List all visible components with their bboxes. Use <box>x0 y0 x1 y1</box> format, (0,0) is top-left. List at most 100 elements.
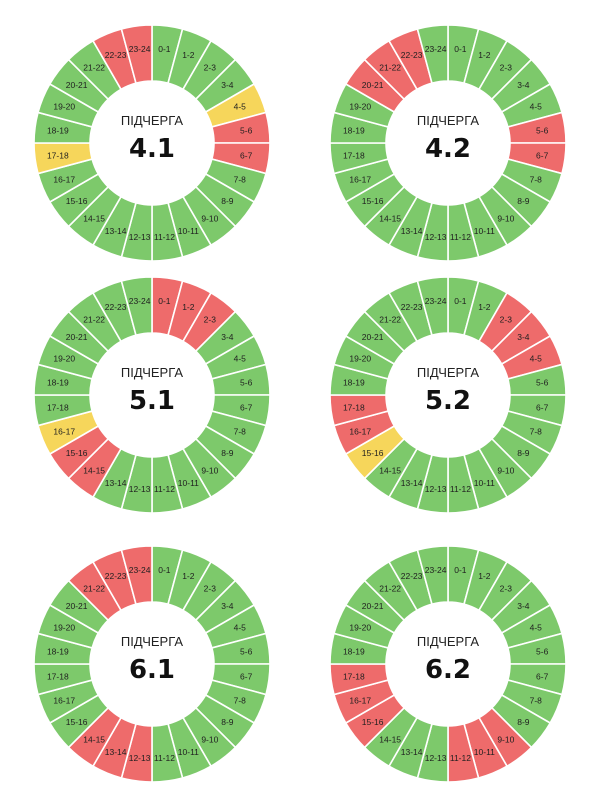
queue-number: 6.1 <box>129 655 175 685</box>
hour-label: 20-21 <box>66 80 88 90</box>
donut-chart-5-2: 0-1 1-2 2-3 3-4 4-5 5-6 6-7 7-8 8-99-1010-1111-1… <box>329 276 567 514</box>
hour-label: 10-11 <box>474 226 495 236</box>
center-title: ПІДЧЕРГА <box>417 113 479 128</box>
hour-label: 19-20 <box>53 623 75 633</box>
hour-label: 21-22 <box>83 315 105 325</box>
hour-label: 20-21 <box>362 332 384 342</box>
hour-label: 19-20 <box>349 102 371 112</box>
hour-segment <box>120 545 153 606</box>
hour-segment <box>416 276 449 337</box>
hour-label: 2-3 <box>204 315 217 325</box>
hour-label: 5-6 <box>240 647 253 657</box>
hour-label: 17-18 <box>343 150 365 160</box>
hour-label: 22-23 <box>105 571 127 581</box>
hour-label: 22-23 <box>105 302 127 312</box>
hour-label: 4-5 <box>234 354 247 364</box>
hour-label: 12-13 <box>129 232 151 242</box>
hour-label: 16-17 <box>349 174 371 184</box>
hour-label: 14-15 <box>83 213 105 223</box>
hour-label: 12-13 <box>425 484 447 494</box>
hour-label: 0-1 <box>158 296 171 306</box>
hour-label: 14-15 <box>379 734 401 744</box>
hour-label: 23-24 <box>129 565 151 575</box>
hour-label: 2-3 <box>204 584 217 594</box>
hour-label: 19-20 <box>349 354 371 364</box>
hour-label: 11-12 <box>154 484 175 494</box>
hour-label: 0-1 <box>454 44 467 54</box>
hour-label: 7-8 <box>234 426 247 436</box>
hour-label: 23-24 <box>425 565 447 575</box>
hour-label: 17-18 <box>47 402 69 412</box>
center-title: ПІДЧЕРГА <box>121 365 183 380</box>
hour-label: 3-4 <box>517 80 530 90</box>
hour-label: 8-9 <box>221 717 234 727</box>
hour-label: 12-13 <box>129 753 151 763</box>
hour-label: 23-24 <box>129 296 151 306</box>
hour-label: 9-10 <box>201 734 218 744</box>
hour-label: 22-23 <box>401 571 423 581</box>
hour-segment <box>416 24 449 85</box>
hour-label: 14-15 <box>83 734 105 744</box>
hour-label: 8-9 <box>221 196 234 206</box>
hour-label: 3-4 <box>517 601 530 611</box>
hour-label: 15-16 <box>66 196 88 206</box>
hour-label: 10-11 <box>474 478 495 488</box>
hour-label: 4-5 <box>234 102 247 112</box>
center-title: ПІДЧЕРГА <box>417 634 479 649</box>
hour-label: 1-2 <box>478 302 491 312</box>
hour-label: 7-8 <box>234 695 247 705</box>
hour-label: 8-9 <box>517 196 530 206</box>
hour-label: 7-8 <box>530 695 543 705</box>
hour-label: 19-20 <box>53 354 75 364</box>
hour-label: 7-8 <box>234 174 247 184</box>
hour-label: 6-7 <box>536 150 549 160</box>
hour-label: 3-4 <box>221 601 234 611</box>
hour-label: 7-8 <box>530 174 543 184</box>
hour-label: 13-14 <box>401 226 423 236</box>
hour-label: 13-14 <box>105 478 127 488</box>
hour-label: 1-2 <box>182 302 195 312</box>
donut-chart-4-1: 0-1 1-2 2-3 3-4 4-5 5-6 6-7 7-8 8-99-1010-1111-1… <box>33 24 271 262</box>
queue-number: 5.1 <box>129 386 175 416</box>
hour-label: 9-10 <box>201 465 218 475</box>
hour-label: 9-10 <box>497 465 514 475</box>
hour-label: 11-12 <box>450 484 471 494</box>
hour-label: 6-7 <box>536 402 549 412</box>
center-hole <box>387 82 509 204</box>
donut-chart-6-1: 0-1 1-2 2-3 3-4 4-5 5-6 6-7 7-8 8-99-1010-1111-1… <box>33 545 271 783</box>
hour-label: 9-10 <box>497 213 514 223</box>
hour-label: 14-15 <box>83 465 105 475</box>
hour-label: 18-19 <box>47 378 69 388</box>
hour-label: 0-1 <box>454 565 467 575</box>
center-hole <box>387 334 509 456</box>
hour-label: 2-3 <box>500 584 513 594</box>
hour-label: 2-3 <box>204 63 217 73</box>
hour-label: 19-20 <box>53 102 75 112</box>
hour-label: 0-1 <box>158 565 171 575</box>
hour-label: 16-17 <box>53 695 75 705</box>
hour-label: 18-19 <box>47 647 69 657</box>
hour-label: 13-14 <box>401 478 423 488</box>
hour-label: 15-16 <box>66 448 88 458</box>
hour-label: 5-6 <box>240 378 253 388</box>
hour-label: 5-6 <box>536 378 549 388</box>
queue-number: 5.2 <box>425 386 471 416</box>
hour-label: 12-13 <box>129 484 151 494</box>
hour-label: 17-18 <box>47 671 69 681</box>
hour-label: 10-11 <box>474 747 495 757</box>
hour-label: 3-4 <box>221 332 234 342</box>
hour-label: 0-1 <box>454 296 467 306</box>
center-hole <box>91 603 213 725</box>
hour-label: 18-19 <box>343 126 365 136</box>
hour-label: 10-11 <box>178 226 199 236</box>
hour-label: 15-16 <box>362 196 384 206</box>
hour-label: 11-12 <box>450 232 471 242</box>
hour-label: 9-10 <box>497 734 514 744</box>
hour-label: 8-9 <box>221 448 234 458</box>
center-title: ПІДЧЕРГА <box>417 365 479 380</box>
hour-label: 15-16 <box>362 717 384 727</box>
hour-segment <box>416 545 449 606</box>
hour-label: 4-5 <box>530 102 543 112</box>
hour-label: 23-24 <box>425 44 447 54</box>
